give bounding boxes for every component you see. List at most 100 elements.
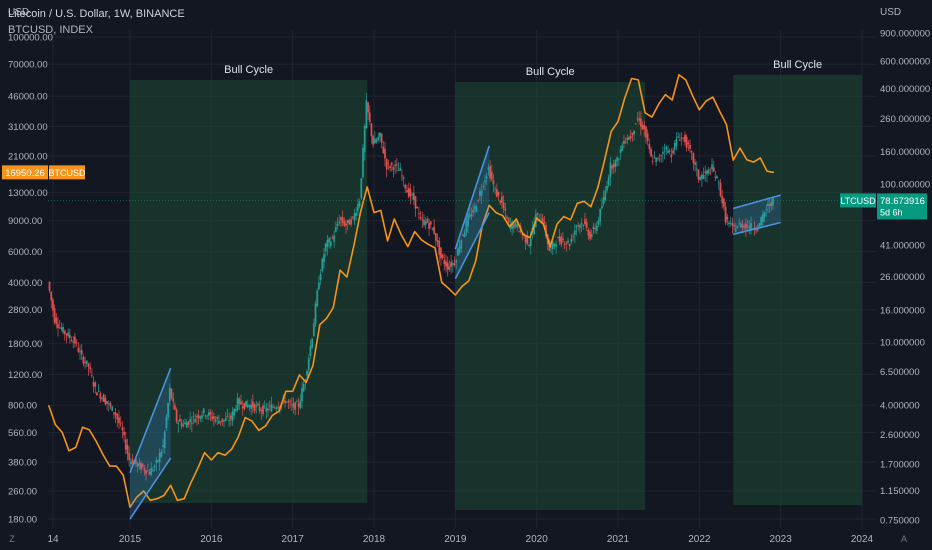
ltc-candle-body [355, 213, 357, 216]
ltc-candle-body [172, 398, 174, 401]
overlay-legend: BTCUSD, INDEX [8, 24, 93, 36]
left-tick-label: 21000.00 [8, 152, 48, 163]
ltc-candle-body [264, 406, 266, 407]
ltc-candle-body [83, 357, 85, 364]
ltc-candle-body [316, 290, 318, 306]
ltc-candle-body [191, 423, 193, 424]
ltc-candle-body [350, 220, 352, 225]
ltc-candle-body [645, 127, 647, 138]
ltc-candle-body [489, 166, 491, 178]
ltc-candle-body [403, 177, 405, 178]
ltc-candle-body [537, 213, 539, 215]
btc-tag-label: BTCUSD [48, 168, 86, 178]
ltc-candle-body [410, 189, 412, 196]
ltc-candle-body [71, 340, 73, 341]
ltc-candle-body [113, 412, 115, 413]
right-tick-label: 600.000000 [880, 56, 930, 67]
right-tick-label: 1.700000 [880, 459, 920, 470]
ltc-candle-body [723, 199, 725, 207]
right-tick-label: 2.600000 [880, 430, 920, 441]
ltc-candle-body [115, 412, 117, 415]
ltc-candle-body [686, 137, 688, 148]
bull-cycle-zone [455, 82, 645, 510]
ltc-candle-body [352, 217, 354, 218]
ltc-candle-body [423, 220, 425, 225]
time-tick-label: 2018 [363, 534, 386, 545]
ltc-candle-body [591, 234, 593, 237]
ltc-candle-body [67, 332, 69, 336]
ltc-candle-body [679, 140, 681, 141]
ltc-candle-body [501, 197, 503, 203]
ltc-candle-body [230, 416, 232, 419]
ltc-candle-body [369, 112, 371, 122]
right-tick-label: 16.000000 [880, 305, 925, 316]
right-tick-label: 6.500000 [880, 367, 920, 378]
right-price-axis[interactable]: USD 900.000000 600.000000 400.000000 260.000… [880, 7, 930, 527]
ltc-candle-body [235, 409, 237, 411]
ltc-candle-body [494, 189, 496, 190]
ltc-candle-body [54, 308, 56, 322]
ltc-candle-body [277, 407, 279, 409]
ltc-candle-body [650, 149, 652, 157]
ltc-candle-body [425, 222, 427, 225]
ltc-candle-body [342, 217, 344, 223]
ltc-candle-body [245, 401, 247, 407]
ltc-tag-label: LTCUSD [840, 196, 876, 206]
ltc-candle-body [421, 219, 423, 220]
ltc-candle-body [188, 422, 190, 425]
ltc-candle-body [447, 263, 449, 270]
ltc-candle-body [715, 177, 717, 178]
ltc-candle-body [430, 221, 432, 224]
ltc-candle-body [221, 418, 223, 421]
ltc-candle-body [659, 159, 661, 160]
ltc-candle-body [635, 123, 637, 124]
ltc-candle-body [228, 420, 230, 421]
ltc-candle-body [208, 413, 210, 416]
ltc-candle-body [565, 243, 567, 244]
ltc-candle-body [599, 209, 601, 221]
ltc-candle-body [111, 406, 113, 410]
ltc-candle-body [367, 102, 369, 112]
right-tick-label: 26.000000 [880, 272, 925, 283]
ltc-candle-body [628, 137, 630, 139]
ltc-candle-body [289, 402, 291, 403]
ltc-candle-body [108, 403, 110, 404]
ltc-candle-body [216, 417, 218, 419]
ltc-candle-body [420, 217, 422, 218]
ltc-candle-body [240, 401, 242, 404]
ltc-candle-body [127, 445, 129, 454]
ltc-candle-body [74, 337, 76, 344]
ltc-candle-body [96, 392, 98, 395]
bull-cycle-label: Bull Cycle [773, 59, 822, 71]
ltc-candle-body [293, 403, 295, 407]
ltc-candle-body [77, 348, 79, 352]
ltc-candle-body [598, 220, 600, 224]
ltc-candle-body [682, 137, 684, 138]
left-price-axis[interactable]: USD 100000.00 70000.00 46000.00 31000.00 2100… [8, 7, 53, 526]
left-tick-label: 4000.00 [8, 278, 42, 289]
ltc-candle-body [299, 400, 301, 408]
left-tick-label: 70000.00 [8, 60, 48, 71]
ltc-candle-body [415, 196, 417, 208]
time-tick-label: 2020 [526, 534, 549, 545]
ltc-candle-body [313, 323, 315, 336]
ltc-candle-body [604, 191, 606, 201]
ltc-candle-body [435, 233, 437, 240]
ltc-candle-body [518, 231, 520, 232]
ltc-candle-body [701, 175, 703, 179]
ltc-candle-body [706, 171, 708, 175]
ltc-candle-body [250, 404, 252, 408]
time-axis[interactable]: 14 2015 2016 2017 2018 2019 2020 2021 2022 2023 20… [9, 534, 907, 545]
bull-cycle-zone [733, 75, 862, 505]
ltc-candle-body [306, 371, 308, 376]
ltc-candle-body [262, 406, 264, 414]
ltc-candle-body [674, 143, 676, 150]
ltc-candle-body [105, 398, 107, 404]
ltc-candle-body [362, 148, 364, 177]
ltc-candle-body [393, 167, 395, 170]
ltc-candle-body [728, 223, 730, 224]
ltc-candle-body [64, 331, 66, 334]
ltc-candle-body [589, 232, 591, 239]
